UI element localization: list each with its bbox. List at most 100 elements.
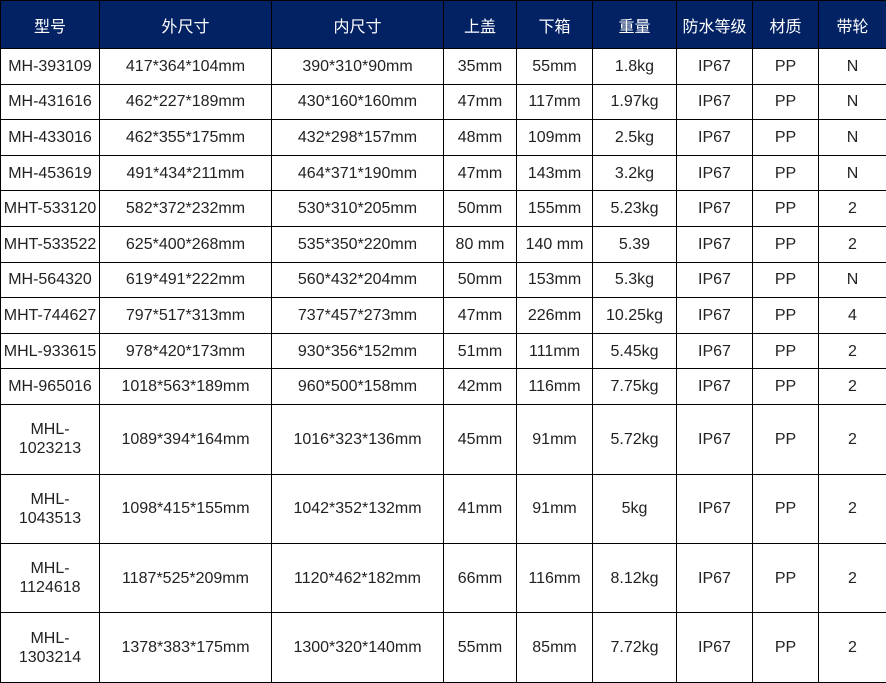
cell: IP67 <box>676 612 753 683</box>
cell: 417*364*104mm <box>99 48 272 85</box>
cell: 10.25kg <box>592 297 677 334</box>
cell: 85mm <box>516 612 593 683</box>
cell: N <box>818 261 886 299</box>
table-row: MHL-1043513 1098*415*155mm 1042*352*132mm 4… <box>0 473 886 545</box>
cell-model: MH-393109 <box>0 48 100 85</box>
cell: 1042*352*132mm <box>271 473 444 545</box>
cell: 619*491*222mm <box>99 261 272 299</box>
cell-model: MH-453619 <box>0 154 100 192</box>
cell: 1378*383*175mm <box>99 612 272 683</box>
cell: 80 mm <box>443 226 517 263</box>
cell: 737*457*273mm <box>271 297 444 334</box>
cell: PP <box>752 119 819 156</box>
header-cell-wheels: 带轮 <box>818 0 886 49</box>
cell: PP <box>752 473 819 545</box>
cell: PP <box>752 332 819 370</box>
table-row: MH-564320 619*491*222mm 560*432*204mm 50mm 1… <box>0 261 886 299</box>
cell: PP <box>752 612 819 683</box>
cell: PP <box>752 48 819 85</box>
header-cell-waterproof-rating: 防水等级 <box>676 0 753 49</box>
cell: 155mm <box>516 190 593 228</box>
cell: N <box>818 154 886 192</box>
cell: 7.75kg <box>592 368 677 406</box>
cell: PP <box>752 542 819 614</box>
cell: 1300*320*140mm <box>271 612 444 683</box>
cell: 50mm <box>443 261 517 299</box>
cell: 2 <box>818 226 886 263</box>
cell: 111mm <box>516 332 593 370</box>
cell: 51mm <box>443 332 517 370</box>
cell-model: MH-965016 <box>0 368 100 406</box>
cell: PP <box>752 297 819 334</box>
header-cell-weight: 重量 <box>592 0 677 49</box>
table-row: MHL-933615 978*420*173mm 930*356*152mm 51mm… <box>0 332 886 370</box>
cell: 50mm <box>443 190 517 228</box>
cell: IP67 <box>676 119 753 156</box>
table-row: MHT-533522 625*400*268mm 535*350*220mm 80 m… <box>0 226 886 263</box>
cell-model: MHT-533522 <box>0 226 100 263</box>
cell: 140 mm <box>516 226 593 263</box>
cell: 2 <box>818 542 886 614</box>
table-row: MH-393109 417*364*104mm 390*310*90mm 35mm 55… <box>0 48 886 85</box>
table-row: MH-433016 462*355*175mm 432*298*157mm 48mm 1… <box>0 119 886 156</box>
cell: 116mm <box>516 542 593 614</box>
cell: 2.5kg <box>592 119 677 156</box>
cell: 464*371*190mm <box>271 154 444 192</box>
cell: 55mm <box>443 612 517 683</box>
cell: 1.8kg <box>592 48 677 85</box>
cell: 109mm <box>516 119 593 156</box>
cell: 1016*323*136mm <box>271 404 444 475</box>
cell: PP <box>752 404 819 475</box>
cell: PP <box>752 83 819 121</box>
cell-model: MH-564320 <box>0 261 100 299</box>
cell: IP67 <box>676 190 753 228</box>
cell: 390*310*90mm <box>271 48 444 85</box>
cell: IP67 <box>676 48 753 85</box>
cell: 117mm <box>516 83 593 121</box>
cell-model: MHT-744627 <box>0 297 100 334</box>
table-row: MHT-744627 797*517*313mm 737*457*273mm 47mm… <box>0 297 886 334</box>
cell-model: MHL-1124618 <box>0 542 100 614</box>
cell: 2 <box>818 332 886 370</box>
cell: 143mm <box>516 154 593 192</box>
cell: 1187*525*209mm <box>99 542 272 614</box>
cell-model: MHL-1303214 <box>0 612 100 683</box>
cell: N <box>818 48 886 85</box>
cell: 978*420*173mm <box>99 332 272 370</box>
cell: PP <box>752 226 819 263</box>
cell: IP67 <box>676 404 753 475</box>
header-cell-top-lid: 上盖 <box>443 0 517 49</box>
cell: 42mm <box>443 368 517 406</box>
cell: IP67 <box>676 368 753 406</box>
cell: 48mm <box>443 119 517 156</box>
table-row: MHL-1023213 1089*394*164mm 1016*323*136mm 4… <box>0 404 886 475</box>
header-cell-bottom-box: 下箱 <box>516 0 593 49</box>
header-cell-model: 型号 <box>0 0 100 49</box>
cell: PP <box>752 190 819 228</box>
table-row: MH-453619 491*434*211mm 464*371*190mm 47mm 1… <box>0 154 886 192</box>
cell: 462*227*189mm <box>99 83 272 121</box>
cell: 5kg <box>592 473 677 545</box>
cell: 535*350*220mm <box>271 226 444 263</box>
cell-model: MH-433016 <box>0 119 100 156</box>
cell: 2 <box>818 190 886 228</box>
table-row: MH-431616 462*227*189mm 430*160*160mm 47mm 1… <box>0 83 886 121</box>
cell: IP67 <box>676 332 753 370</box>
cell: N <box>818 119 886 156</box>
cell: 625*400*268mm <box>99 226 272 263</box>
cell: IP67 <box>676 226 753 263</box>
cell: N <box>818 83 886 121</box>
cell: 45mm <box>443 404 517 475</box>
cell: 47mm <box>443 83 517 121</box>
cell: IP67 <box>676 261 753 299</box>
header-cell-inner-size: 内尺寸 <box>271 0 444 49</box>
cell-model: MH-431616 <box>0 83 100 121</box>
cell: 47mm <box>443 154 517 192</box>
cell: 1098*415*155mm <box>99 473 272 545</box>
cell: 91mm <box>516 404 593 475</box>
cell: 66mm <box>443 542 517 614</box>
cell-model: MHL-1043513 <box>0 473 100 545</box>
cell: 530*310*205mm <box>271 190 444 228</box>
cell: 5.23kg <box>592 190 677 228</box>
